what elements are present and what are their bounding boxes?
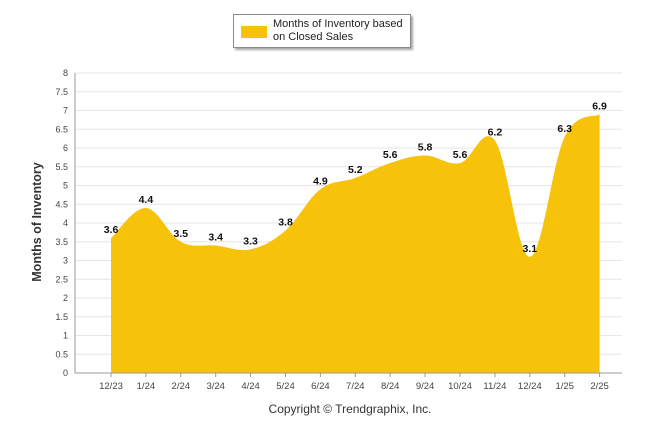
y-tick-label: 6 (63, 143, 68, 153)
y-tick-label: 6.5 (55, 124, 68, 134)
x-tick-label: 5/24 (276, 381, 295, 392)
x-tick-label: 4/24 (241, 381, 260, 392)
x-tick-label: 12/23 (99, 381, 123, 392)
legend-swatch (241, 26, 267, 38)
x-tick-label: 7/24 (346, 381, 365, 392)
data-label: 3.4 (208, 232, 223, 244)
area-series (111, 114, 600, 373)
y-tick-label: 7.5 (55, 87, 68, 97)
data-labels: 3.6 4.4 3.5 3.4 3.3 3.8 4.9 5.2 5.6 5.8 5.6 6.2 3.1 6… (104, 100, 607, 255)
x-tick-labels: 12/23 1/24 2/24 3/24 4/24 5/24 6/24 7/24 8/24 9/2… (99, 381, 609, 392)
legend-label: Months of Inventory based on Closed Sale… (273, 18, 409, 44)
data-label: 6.3 (557, 123, 572, 135)
data-label: 3.8 (278, 217, 293, 229)
data-label: 3.3 (243, 235, 258, 247)
data-label: 5.8 (418, 142, 433, 154)
y-tick-label: 4.5 (55, 199, 68, 209)
data-label: 3.6 (104, 224, 119, 236)
data-label: 5.2 (348, 164, 363, 176)
copyright-footer: Copyright © Trendgraphix, Inc. (268, 402, 432, 416)
data-label: 3.1 (522, 243, 537, 255)
x-tick-label: 1/25 (555, 381, 574, 392)
data-label: 6.9 (592, 100, 607, 112)
data-label: 4.9 (313, 175, 328, 187)
y-tick-label: 1.5 (55, 312, 68, 322)
data-label: 5.6 (383, 149, 398, 161)
x-tick-label: 12/24 (518, 381, 542, 392)
x-tick-label: 9/24 (416, 381, 435, 392)
x-tick-label: 8/24 (381, 381, 400, 392)
y-tick-label: 2.5 (55, 274, 68, 284)
y-tick-label: 0 (63, 368, 68, 378)
x-tick-label: 3/24 (206, 381, 225, 392)
x-tick-label: 1/24 (137, 381, 156, 392)
y-tick-label: 3 (63, 256, 68, 266)
y-tick-label: 5.5 (55, 162, 68, 172)
legend: Months of Inventory based on Closed Sale… (233, 14, 411, 48)
legend-label-line1: Months of Inventory based (273, 18, 403, 30)
y-tick-label: 1 (63, 331, 68, 341)
data-label: 6.2 (488, 127, 503, 139)
legend-label-line2: on Closed Sales (273, 31, 354, 43)
y-tick-label: 2 (63, 293, 68, 303)
x-tick-label: 2/25 (590, 381, 609, 392)
data-label: 5.6 (453, 149, 468, 161)
x-tick-label: 10/24 (448, 381, 472, 392)
y-tick-label: 0.5 (55, 349, 68, 359)
y-tick-label: 4 (63, 218, 68, 228)
y-tick-labels: 0 0.5 1 1.5 2 2.5 3 3.5 4 4.5 5 5.5 6 6.5 7 7.5 8 (55, 68, 68, 378)
axes (74, 73, 622, 377)
y-tick-label: 8 (63, 68, 68, 78)
data-label: 4.4 (139, 194, 154, 206)
y-tick-label: 3.5 (55, 237, 68, 247)
y-axis-title: Months of Inventory (30, 162, 44, 282)
x-tick-label: 2/24 (172, 381, 191, 392)
x-tick-label: 6/24 (311, 381, 330, 392)
data-label: 3.5 (173, 228, 188, 240)
x-tick-label: 11/24 (483, 381, 506, 392)
y-tick-label: 5 (63, 181, 68, 191)
y-tick-label: 7 (63, 106, 68, 116)
